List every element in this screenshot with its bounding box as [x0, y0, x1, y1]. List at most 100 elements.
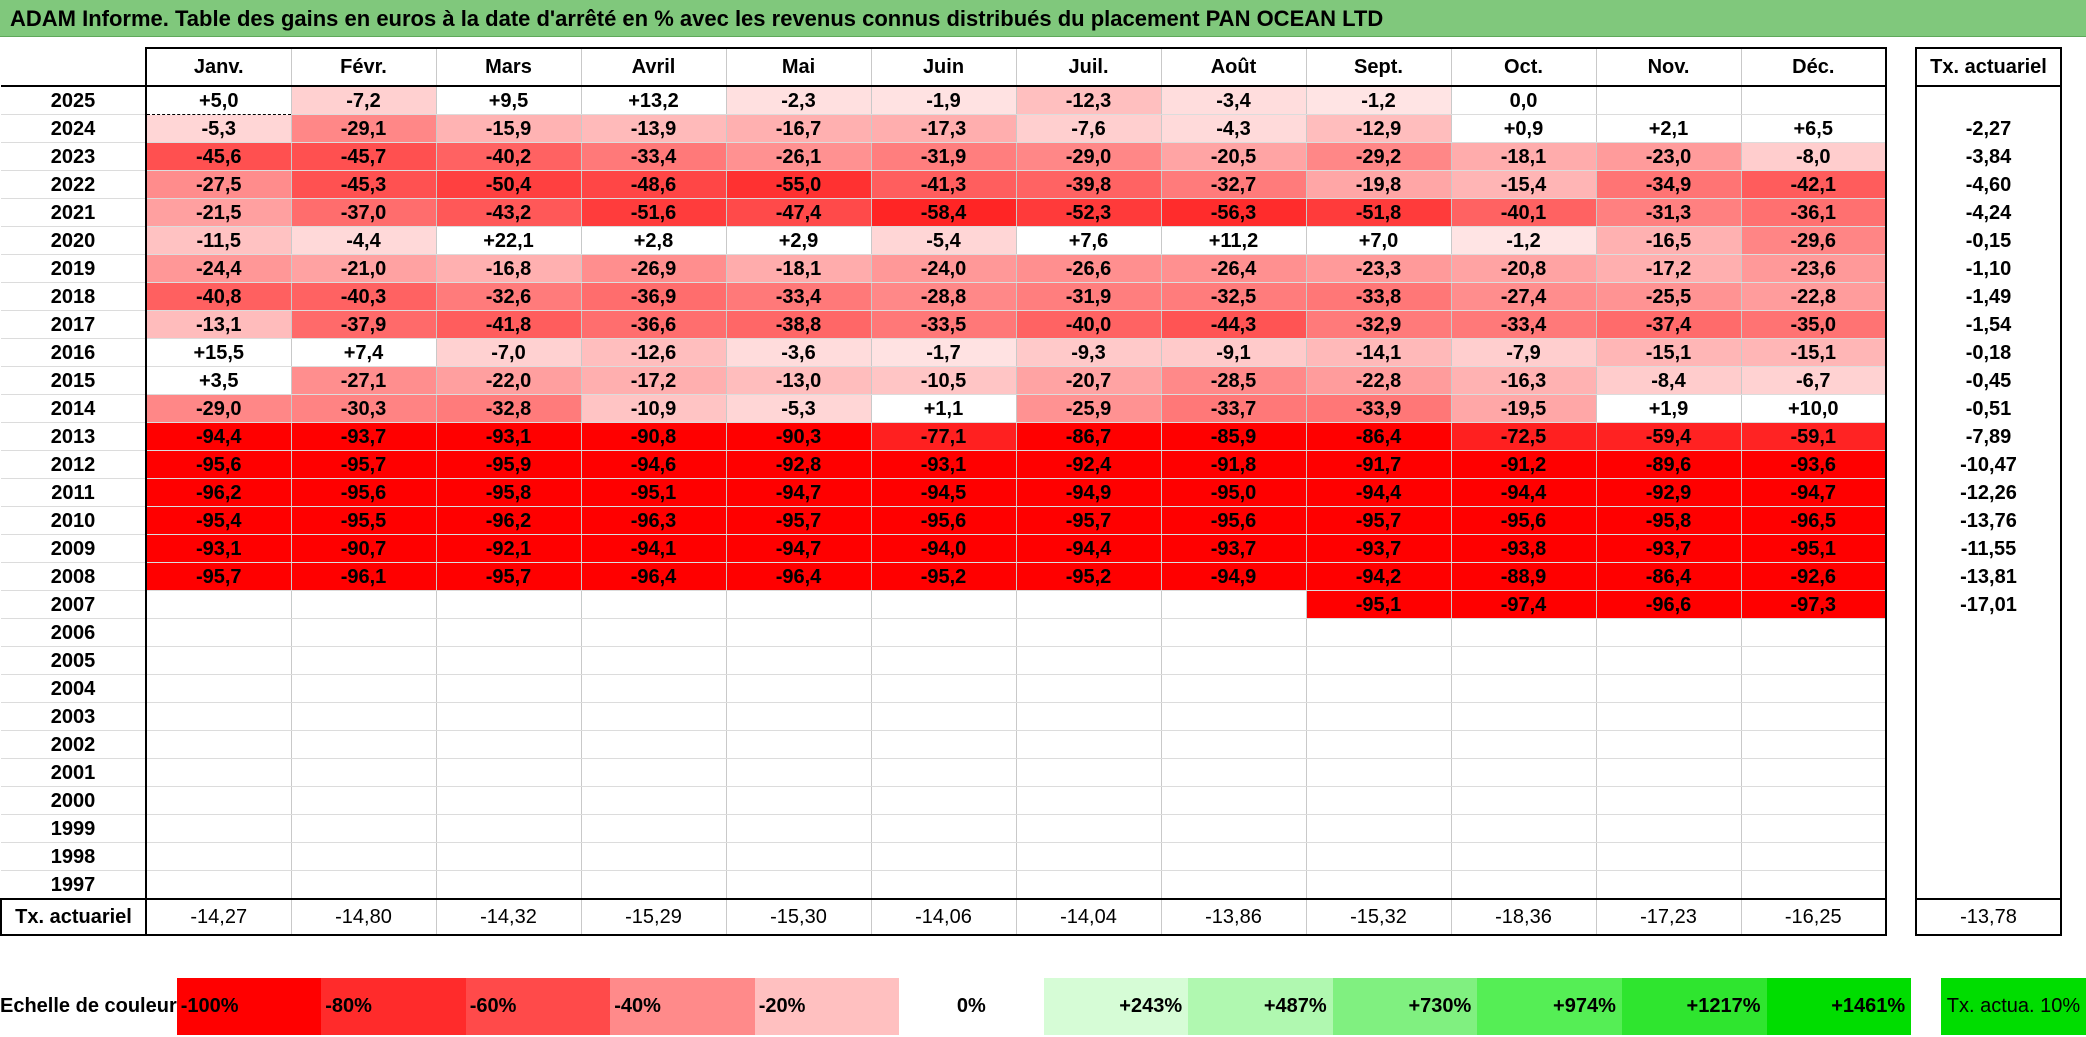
year-row: 2007 -95,1 -97,4 -96,6 -97,3 -17,01 [1, 590, 2062, 619]
gain-cell [435, 618, 581, 647]
year-row: 2004 [1, 674, 2062, 703]
color-scale-swatch: +1461% [1766, 978, 1912, 1035]
year-row: 2022 -27,5 -45,3 -50,4 -48,6 -55,0 -41,3 -39,8-… [1, 170, 2062, 199]
gain-cell: -85,9 [1160, 422, 1306, 451]
gain-cell: -36,6 [580, 310, 726, 339]
gain-cell [145, 702, 291, 731]
year-row: 2011 -96,2 -95,6 -95,8 -95,1 -94,7 -94,5 -94,9-… [1, 478, 2062, 507]
gain-cell [1595, 702, 1741, 731]
gain-cell: +15,5 [145, 338, 291, 367]
gain-cell: -27,4 [1450, 282, 1596, 311]
gain-cell: -95,1 [580, 478, 726, 507]
gain-cell: -16,5 [1595, 226, 1741, 255]
gain-cell [1740, 786, 1887, 815]
gain-cell: -95,2 [1015, 562, 1161, 591]
gain-cell: -94,0 [870, 534, 1016, 563]
gain-cell: -90,7 [290, 534, 436, 563]
year-row: 2021 -21,5 -37,0 -43,2 -51,6 -47,4 -58,4 -52,3-… [1, 198, 2062, 227]
color-scale: Echelle de couleur -100% -80% -60% -40% -20% 0… [0, 978, 2086, 1035]
year-row: 2003 [1, 702, 2062, 731]
gain-cell: +3,5 [145, 366, 291, 395]
gain-cell: -90,3 [725, 422, 871, 451]
gain-cell [1160, 674, 1306, 703]
gain-cell: -94,7 [725, 478, 871, 507]
column-gap [1886, 646, 1916, 675]
gain-cell [1450, 618, 1596, 647]
gain-cell: -9,3 [1015, 338, 1161, 367]
gain-cell [145, 786, 291, 815]
gain-cell: -95,6 [1450, 506, 1596, 535]
gain-cell: -93,1 [870, 450, 1016, 479]
column-gap [1886, 226, 1916, 255]
tx-actuariel-cell: -1,54 [1915, 310, 2062, 339]
tx-month-cell: -18,36 [1450, 899, 1596, 936]
gain-cell [870, 702, 1016, 731]
column-gap [1886, 758, 1916, 787]
gain-cell [290, 870, 436, 900]
gain-cell: -40,3 [290, 282, 436, 311]
gain-cell [1595, 674, 1741, 703]
column-gap [1886, 366, 1916, 395]
gain-cell [1160, 842, 1306, 871]
gain-cell [870, 758, 1016, 787]
gain-cell: -5,3 [725, 394, 871, 423]
month-header: Févr. [290, 47, 436, 87]
gain-cell: -95,6 [870, 506, 1016, 535]
gain-cell: -95,6 [1160, 506, 1306, 535]
gain-cell: -24,0 [870, 254, 1016, 283]
gain-cell: -18,1 [1450, 142, 1596, 171]
gain-cell [1595, 758, 1741, 787]
column-gap [1886, 142, 1916, 171]
gain-cell: -29,2 [1305, 142, 1451, 171]
gain-cell [580, 590, 726, 619]
month-header: Mars [435, 47, 581, 87]
gain-cell: -17,2 [580, 366, 726, 395]
gain-cell: -6,7 [1740, 366, 1887, 395]
gain-cell: -26,6 [1015, 254, 1161, 283]
year-row: 2002 [1, 730, 2062, 759]
tx-actuariel-cell: -0,15 [1915, 226, 2062, 255]
gain-cell: -8,0 [1740, 142, 1887, 171]
color-scale-table: Echelle de couleur -100% -80% -60% -40% -20% 0… [0, 978, 2086, 1035]
gain-cell: -4,4 [290, 226, 436, 255]
column-gap [1886, 590, 1916, 619]
gain-cell [1160, 758, 1306, 787]
tx-month-cell: -14,32 [435, 899, 581, 936]
gain-cell: -92,9 [1595, 478, 1741, 507]
gain-cell: -20,7 [1015, 366, 1161, 395]
column-gap [1886, 870, 1916, 899]
gain-cell [870, 870, 1016, 900]
gain-cell: -45,3 [290, 170, 436, 199]
gain-cell: +11,2 [1160, 226, 1306, 255]
gain-cell: -94,4 [1305, 478, 1451, 507]
gain-cell: -59,1 [1740, 422, 1887, 451]
gain-cell [435, 786, 581, 815]
gain-cell [725, 702, 871, 731]
column-gap [1886, 842, 1916, 871]
gain-cell [1305, 702, 1451, 731]
tx-header: Tx. actuariel [1915, 47, 2062, 87]
tx-actuariel-cell: -2,27 [1915, 114, 2062, 143]
year-label: 2005 [1, 646, 146, 675]
gain-cell: -7,9 [1450, 338, 1596, 367]
gain-cell: -1,2 [1305, 86, 1451, 115]
tx-actuariel-cell: -13,81 [1915, 562, 2062, 591]
gain-cell [1740, 842, 1887, 871]
gain-cell [725, 842, 871, 871]
gain-cell: -3,4 [1160, 86, 1306, 115]
gain-cell [1305, 870, 1451, 900]
column-gap [1886, 48, 1916, 86]
gain-cell: -94,4 [145, 422, 291, 451]
gain-cell: -14,1 [1305, 338, 1451, 367]
tx-actuariel-cell: -3,84 [1915, 142, 2062, 171]
gain-cell [1305, 730, 1451, 759]
year-label: 2024 [1, 114, 146, 143]
column-gap [1886, 422, 1916, 451]
year-row: 2019 -24,4 -21,0 -16,8 -26,9 -18,1 -24,0 -26,6-… [1, 254, 2062, 283]
gain-cell [290, 646, 436, 675]
gain-cell: -37,9 [290, 310, 436, 339]
gain-cell: -1,9 [870, 86, 1016, 115]
year-label: 2016 [1, 338, 146, 367]
gain-cell: -27,1 [290, 366, 436, 395]
gain-cell [290, 674, 436, 703]
